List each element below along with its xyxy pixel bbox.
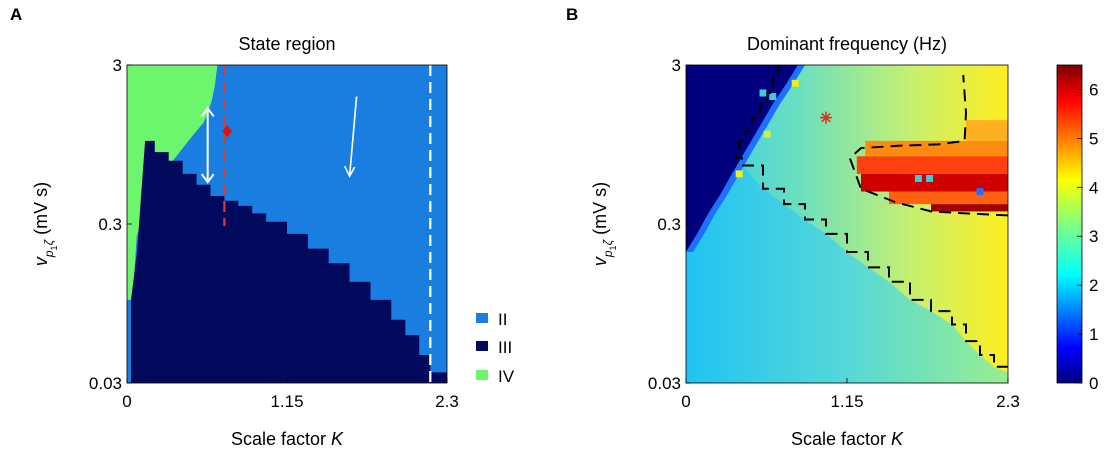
tongue-upper-orange (966, 120, 1008, 141)
legend-label-II: II (498, 310, 507, 329)
colorbar-tick-label: 3 (1089, 227, 1098, 246)
legend-swatch-II (476, 313, 488, 323)
red-diamond-marker (222, 125, 233, 138)
tongue-band (931, 204, 1008, 212)
panel-a-xlabel: Scale factor K (231, 429, 344, 449)
freq-zero-region (686, 65, 798, 252)
arrow-head (343, 165, 356, 178)
panel-a-ytick-label: 0.3 (98, 215, 122, 234)
panel-b-ylabel: vp1ζ (mV s) (590, 182, 618, 266)
double-arrow-head-up (200, 106, 215, 118)
region-III-fill (127, 140, 447, 383)
panel-a-letter: A (10, 5, 22, 24)
panel-a-axes: 0 1.15 2.3 0.03 0.3 3 (89, 56, 459, 411)
contour-tongue-dashed (848, 74, 1008, 217)
freq-edge-band (686, 65, 805, 252)
tongue-band (861, 173, 1008, 192)
tongue-band (865, 140, 1008, 157)
red-star-marker (820, 111, 832, 124)
colorbar-tick-label: 6 (1089, 80, 1098, 99)
white-double-arrow (200, 106, 215, 184)
freq-tongue (856, 120, 1008, 212)
freq-pixel (763, 130, 771, 138)
freq-scatter-pixels (735, 79, 984, 196)
panel-b-ytick-label: 0.3 (657, 215, 681, 234)
colorbar-tick-label: 0 (1089, 374, 1098, 393)
colorbar-tick-label: 2 (1089, 276, 1098, 295)
colorbar-tick-label: 1 (1089, 325, 1098, 344)
region-IV-fill (127, 65, 218, 300)
colorbar (1056, 64, 1083, 384)
legend-label-III: III (498, 338, 512, 357)
panel-b-xtick-label: 1.15 (830, 392, 863, 411)
panel-b-xlabel: Scale factor K (791, 429, 904, 449)
panel-b-xtick-label: 0 (681, 392, 690, 411)
colorbar-tick-label: 5 (1089, 129, 1098, 148)
panel-a-ylabel: vp1ζ (mV s) (31, 182, 59, 266)
tongue-band (889, 191, 1008, 205)
freq-pixel (976, 188, 984, 196)
panel-b-letter: B (566, 5, 578, 24)
panel-a-xtick-label: 0 (122, 392, 131, 411)
legend: II III IV (476, 310, 515, 386)
panel-a-ytick-label: 0.03 (89, 374, 122, 393)
panel-b-xtick-label: 2.3 (996, 392, 1020, 411)
panel-b-ytick-label: 3 (672, 56, 681, 75)
legend-swatch-IV (476, 370, 488, 380)
contour-upper-dashed (735, 65, 782, 166)
double-arrow-head-down (200, 173, 215, 184)
tongue-band (856, 156, 1008, 174)
panel-b-axes: 0 1.15 2.3 0.03 0.3 3 (648, 56, 1020, 411)
arrow-shaft (348, 96, 358, 177)
legend-swatch-III (476, 341, 488, 351)
freq-pixel (735, 170, 743, 178)
freq-pixel (759, 89, 767, 97)
panel-a-title: State region (238, 34, 335, 54)
star-stroke (821, 112, 831, 123)
legend-label-IV: IV (498, 367, 515, 386)
panel-a-ytick-label: 3 (113, 56, 122, 75)
freq-pixel (926, 174, 934, 182)
colorbar-ticks: 0 1 2 3 4 5 6 (1077, 80, 1098, 393)
panel-a-state-region: State region 0 1.15 2.30.030.33 II III IV … (31, 34, 515, 449)
freq-pixel (914, 174, 922, 182)
panel-b-frequency: Dominant frequency (Hz) 0 1.15 2.3 0.03 0.3 3… (590, 34, 1098, 449)
panel-a-xtick-label: 1.15 (270, 392, 303, 411)
freq-pixel (769, 93, 777, 101)
colorbar-tick-label: 4 (1089, 178, 1098, 197)
contour-lower-dashed (742, 164, 1008, 373)
freq-low-region (686, 165, 1008, 383)
white-down-arrow (343, 96, 358, 178)
freq-pixel (791, 79, 799, 87)
panel-b-ytick-label: 0.03 (648, 374, 681, 393)
panel-b-title: Dominant frequency (Hz) (747, 34, 947, 54)
panel-a-xtick-label: 2.3 (435, 392, 459, 411)
